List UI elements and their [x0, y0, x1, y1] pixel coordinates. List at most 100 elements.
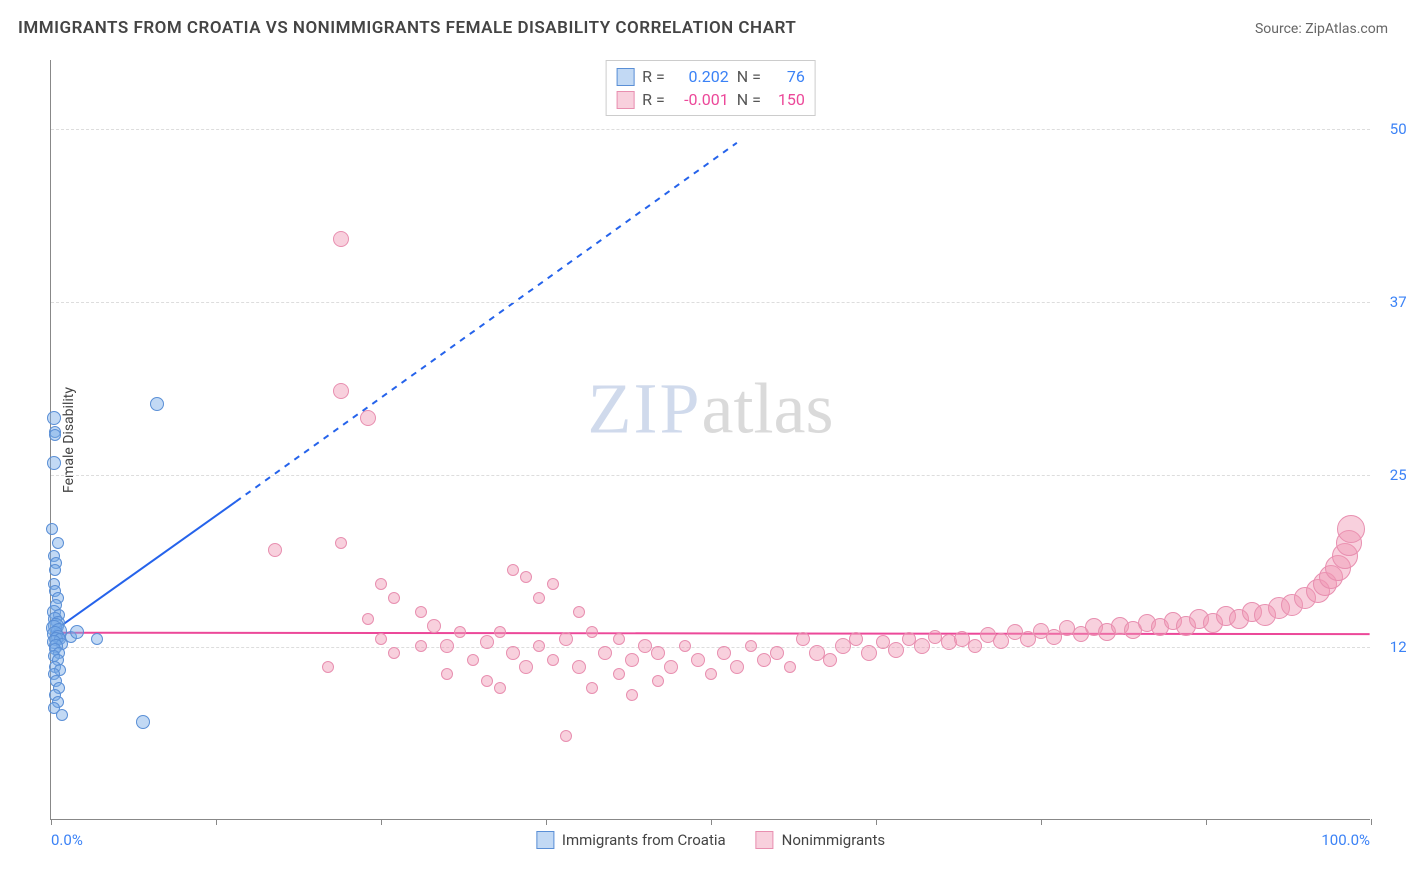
gridline	[51, 129, 1370, 130]
source-label: Source:	[1255, 21, 1305, 37]
x-tick	[216, 819, 217, 825]
legend-item-series1: Immigrants from Croatia	[536, 831, 726, 849]
data-point	[467, 654, 479, 666]
chart-header: IMMIGRANTS FROM CROATIA VS NONIMMIGRANTS…	[18, 18, 1388, 38]
x-label-max: 100.0%	[1321, 831, 1370, 849]
data-point	[150, 397, 164, 411]
data-point	[651, 646, 665, 660]
source-attribution: Source: ZipAtlas.com	[1255, 21, 1388, 37]
data-point	[388, 647, 400, 659]
data-point	[441, 668, 453, 680]
data-point	[268, 543, 282, 557]
data-point	[415, 606, 427, 618]
r-value-series2: -0.001	[673, 90, 729, 109]
data-point	[598, 646, 612, 660]
data-point	[494, 682, 506, 694]
data-point	[481, 675, 493, 687]
data-point	[613, 633, 625, 645]
data-point	[47, 411, 61, 425]
data-point	[914, 638, 930, 654]
data-point	[745, 640, 757, 652]
data-point	[730, 660, 744, 674]
correlation-stats-box: R = 0.202 N = 76 R = -0.001 N = 150	[605, 60, 816, 116]
data-point	[625, 653, 639, 667]
data-point	[91, 633, 103, 645]
data-point	[454, 626, 466, 638]
data-point	[70, 625, 84, 639]
legend: Immigrants from Croatia Nonimmigrants	[536, 831, 885, 849]
data-point	[56, 709, 68, 721]
data-point	[679, 640, 691, 652]
data-point	[573, 606, 585, 618]
stats-row-series1: R = 0.202 N = 76	[616, 65, 805, 88]
data-point	[519, 660, 533, 674]
data-point	[1337, 515, 1365, 543]
gridline	[51, 302, 1370, 303]
r-value-series1: 0.202	[673, 67, 729, 86]
data-point	[784, 661, 796, 673]
data-point	[823, 653, 837, 667]
n-value-series1: 76	[769, 67, 805, 86]
x-tick	[381, 819, 382, 825]
gridline	[51, 475, 1370, 476]
y-tick-label: 25.0%	[1375, 466, 1406, 484]
n-label: N =	[737, 90, 761, 109]
legend-label-series2: Nonimmigrants	[782, 831, 885, 849]
data-point	[480, 635, 494, 649]
data-point	[652, 675, 664, 687]
data-point	[717, 646, 731, 660]
data-point	[333, 231, 349, 247]
y-tick-label: 12.5%	[1375, 638, 1406, 656]
data-point	[47, 456, 61, 470]
x-tick	[51, 819, 52, 825]
chart-title: IMMIGRANTS FROM CROATIA VS NONIMMIGRANTS…	[18, 18, 796, 38]
trend-lines-layer	[51, 60, 1370, 819]
data-point	[547, 654, 559, 666]
swatch-series1	[616, 68, 634, 86]
legend-item-series2: Nonimmigrants	[756, 831, 885, 849]
r-label: R =	[642, 67, 665, 86]
data-point	[664, 660, 678, 674]
data-point	[796, 632, 810, 646]
x-tick	[876, 819, 877, 825]
r-label: R =	[642, 90, 665, 109]
source-name: ZipAtlas.com	[1305, 21, 1388, 37]
gridline	[51, 647, 1370, 648]
watermark: ZIPatlas	[588, 368, 834, 451]
data-point	[572, 660, 586, 674]
legend-label-series1: Immigrants from Croatia	[562, 831, 726, 849]
n-label: N =	[737, 67, 761, 86]
data-point	[626, 689, 638, 701]
x-tick	[546, 819, 547, 825]
data-point	[507, 564, 519, 576]
data-point	[375, 578, 387, 590]
data-point	[888, 642, 904, 658]
data-point	[388, 592, 400, 604]
data-point	[46, 523, 58, 535]
data-point	[520, 571, 532, 583]
stats-row-series2: R = -0.001 N = 150	[616, 88, 805, 111]
data-point	[52, 537, 64, 549]
data-point	[560, 730, 572, 742]
data-point	[375, 633, 387, 645]
scatter-plot-area: Female Disability ZIPatlas R = 0.202 N =…	[50, 60, 1370, 820]
data-point	[968, 639, 982, 653]
data-point	[136, 715, 150, 729]
data-point	[533, 592, 545, 604]
watermark-part1: ZIP	[588, 369, 702, 449]
data-point	[49, 429, 61, 441]
y-tick-label: 37.5%	[1375, 293, 1406, 311]
data-point	[49, 564, 61, 576]
data-point	[547, 578, 559, 590]
data-point	[861, 645, 877, 661]
data-point	[586, 682, 598, 694]
legend-swatch-series1	[536, 831, 554, 849]
data-point	[440, 639, 454, 653]
x-tick	[1041, 819, 1042, 825]
x-label-min: 0.0%	[51, 831, 83, 849]
x-tick	[1206, 819, 1207, 825]
data-point	[335, 537, 347, 549]
data-point	[533, 640, 545, 652]
data-point	[691, 653, 705, 667]
data-point	[559, 632, 573, 646]
